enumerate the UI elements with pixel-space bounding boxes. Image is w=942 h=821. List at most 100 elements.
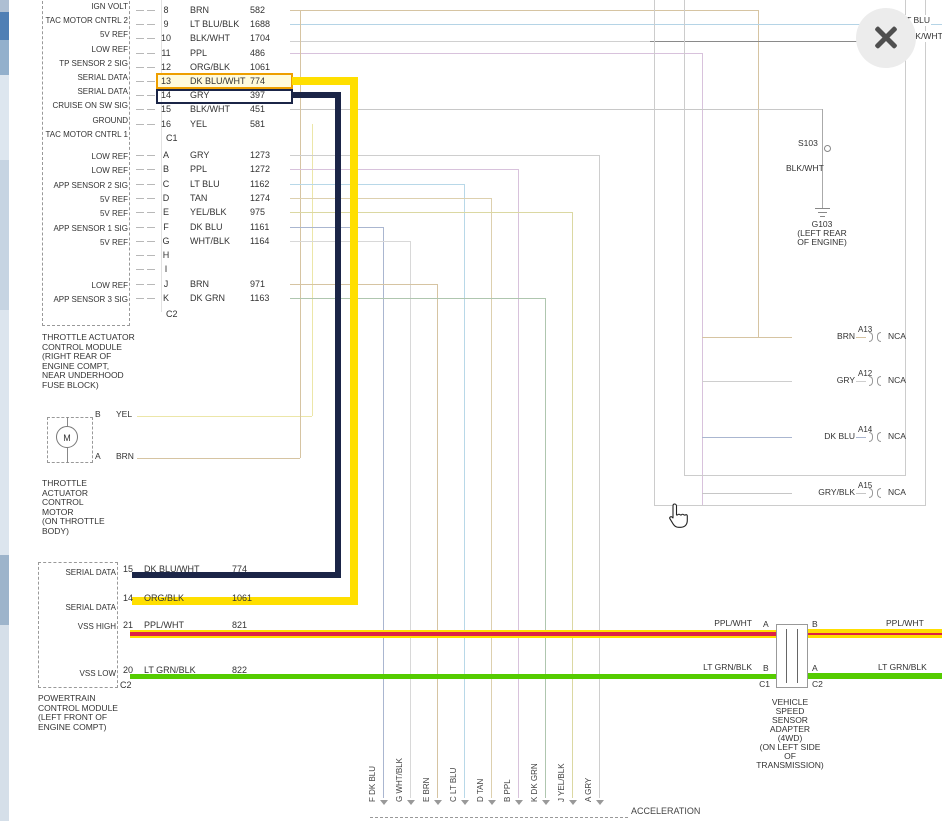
circuit-number: 486 bbox=[250, 47, 266, 58]
circuit-number: 582 bbox=[250, 5, 266, 15]
pedal-wire-label: G WHT/BLK bbox=[395, 757, 404, 802]
wire-dk-grn bbox=[545, 298, 546, 798]
wire-ppl-wht[interactable] bbox=[808, 633, 942, 635]
pin-terminal-mark bbox=[147, 123, 155, 125]
adapter-connector-c1: C1 bbox=[759, 679, 770, 689]
wire-color: LT BLU/BLK bbox=[190, 19, 240, 30]
wire-brn bbox=[290, 284, 437, 285]
adapter-connector[interactable] bbox=[776, 624, 808, 688]
circuit-number: 1164 bbox=[250, 235, 270, 246]
pin-terminal-mark bbox=[136, 109, 144, 111]
pedal-wire-label: F DK BLU bbox=[368, 765, 377, 802]
circuit-number: 1273 bbox=[250, 150, 271, 160]
highlighted-wire-dk-blu-wht[interactable] bbox=[335, 92, 341, 578]
pin-letter: B bbox=[162, 164, 169, 175]
pin-terminal-mark bbox=[147, 183, 155, 185]
highlighted-wire-dk-blu-wht[interactable] bbox=[292, 92, 341, 98]
highlighted-wire-org-blk[interactable] bbox=[132, 597, 358, 605]
component-caption-line: TRANSMISSION) bbox=[756, 760, 824, 770]
wire-color: LT BLU bbox=[190, 178, 220, 189]
pin-function-label: SERIAL DATA bbox=[65, 568, 116, 577]
close-button[interactable] bbox=[856, 8, 916, 68]
motor-lead bbox=[67, 448, 68, 463]
pin-terminal-mark bbox=[147, 255, 155, 257]
nca-label: NCA bbox=[888, 375, 906, 385]
component-caption-line: ACTUATOR bbox=[42, 487, 88, 498]
component-caption-line: (ON THROTTLE bbox=[42, 516, 105, 527]
motor-pin-b: B bbox=[95, 409, 101, 419]
highlighted-wire-org-blk[interactable] bbox=[292, 77, 358, 85]
pin-terminal-mark bbox=[136, 183, 144, 185]
pin-function-label: CRUISE ON SW SIG bbox=[52, 101, 128, 111]
circuit-number: 1162 bbox=[250, 178, 270, 189]
window-edge-strip bbox=[0, 0, 9, 821]
wire-color: DK BLU/WHT bbox=[144, 564, 200, 574]
connector-label: C1 bbox=[166, 133, 178, 143]
component-caption-line: ADAPTER bbox=[769, 724, 811, 734]
connector-arrow bbox=[407, 800, 415, 805]
wire-brn bbox=[137, 458, 300, 459]
component-caption-line: (ON LEFT SIDE bbox=[759, 742, 821, 752]
wire-lt-blu bbox=[290, 184, 464, 185]
component-caption-line: THROTTLE bbox=[42, 478, 87, 488]
wire-yel-blk bbox=[572, 212, 573, 798]
wire-label-lt-grn-blk-left: LT GRN/BLK bbox=[703, 662, 752, 672]
selected-row-highlight-2[interactable] bbox=[156, 89, 293, 104]
pin-function-label: TAC MOTOR CNTRL 1 bbox=[45, 129, 128, 139]
pin-letter: F bbox=[163, 221, 169, 232]
cursor-pointer-icon bbox=[669, 503, 688, 528]
wire-brn bbox=[300, 10, 301, 458]
component-caption-line: SENSOR bbox=[772, 715, 808, 725]
pin-number: 15 bbox=[122, 564, 133, 574]
pin-terminal-mark bbox=[147, 10, 155, 11]
connector-arrow bbox=[596, 800, 604, 805]
ground-symbol bbox=[815, 208, 830, 209]
pin-terminal-mark bbox=[136, 240, 144, 242]
pin-terminal-mark bbox=[136, 197, 144, 199]
wire-ppl-wht[interactable] bbox=[130, 632, 776, 636]
circuit-number: 1272 bbox=[250, 164, 271, 175]
motor-wire-yel: YEL bbox=[116, 409, 133, 419]
highlighted-wire-org-blk[interactable] bbox=[350, 77, 358, 605]
adapter-pin-a-left: A bbox=[763, 619, 769, 629]
pin-terminal-mark bbox=[136, 95, 144, 97]
circuit-number: 821 bbox=[232, 620, 248, 630]
wire-color: PPL bbox=[190, 47, 208, 58]
pcm-outline bbox=[38, 562, 118, 688]
pin-function-label: LOW REF bbox=[91, 280, 128, 290]
pin-terminal-mark bbox=[136, 52, 144, 54]
wire-tan bbox=[491, 198, 492, 798]
pin-function-label: GROUND bbox=[92, 115, 128, 125]
pin-function-label: LOW REF bbox=[91, 44, 128, 54]
component-caption-line: SPEED bbox=[775, 706, 805, 716]
connector-arrow bbox=[515, 800, 523, 805]
wire-color: BRN bbox=[190, 278, 210, 289]
wire-wht-blk bbox=[410, 241, 411, 798]
terminal-arc bbox=[877, 332, 881, 342]
circuit-number: 1274 bbox=[250, 192, 271, 203]
pin-terminal-mark bbox=[147, 226, 155, 228]
pin-function-label: IGN VOLT bbox=[91, 2, 128, 11]
circuit-number: 774 bbox=[250, 76, 266, 86]
pin-function-label: 5V REF bbox=[99, 209, 128, 219]
pin-terminal-mark bbox=[136, 212, 144, 214]
pin-function-label: APP SENSOR 2 SIG bbox=[53, 180, 128, 190]
wire-lt-grn-blk[interactable] bbox=[130, 674, 776, 679]
pin-terminal-mark bbox=[147, 240, 155, 242]
wire-ppl bbox=[290, 169, 518, 170]
wire-label-lt-blu: LT BLU bbox=[901, 15, 932, 26]
pin-number: 16 bbox=[160, 118, 171, 129]
wire-lt-grn-blk[interactable] bbox=[808, 673, 942, 679]
pin-function-label: VSS LOW bbox=[79, 669, 116, 678]
component-caption-line: NEAR UNDERHOOD bbox=[42, 370, 124, 381]
component-caption-line: BODY) bbox=[42, 526, 69, 536]
connector-body-edge bbox=[161, 0, 162, 312]
pedal-wire-label: C LT BLU bbox=[449, 767, 458, 802]
circuit-number: 581 bbox=[250, 118, 266, 129]
highlighted-wire-dk-blu-wht[interactable] bbox=[132, 572, 341, 578]
terminal-id: A13 bbox=[858, 325, 873, 334]
pedal-wire-label: E BRN bbox=[422, 777, 431, 802]
wire-color: BRN bbox=[190, 5, 210, 15]
pin-function-label: TAC MOTOR CNTRL 2 bbox=[45, 16, 128, 26]
circuit-number: 397 bbox=[250, 90, 266, 101]
